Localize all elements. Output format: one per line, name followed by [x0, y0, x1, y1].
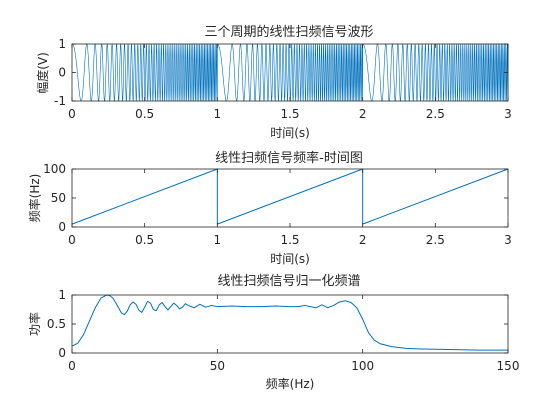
spectrum-x-tick-label: 100: [351, 359, 374, 373]
spectrum-y-tick-label: 1: [58, 288, 66, 302]
frequency-time-x-tick-label: 0.5: [135, 233, 154, 247]
frequency-time-axes-box: [71, 168, 509, 228]
spectrum-x-tick-label: 0: [68, 359, 76, 373]
spectrum-y-tick-label: 0: [58, 346, 66, 360]
waveform-y-ticks: -1 0 1: [54, 37, 508, 108]
waveform-x-tick-label: 0.5: [135, 107, 154, 121]
frequency-time-x-tick-label: 1.5: [280, 233, 299, 247]
frequency-time-x-tick-label: 1: [214, 233, 222, 247]
frequency-time-y-tick-label: 100: [43, 162, 66, 176]
frequency-time-series-line-0: [71, 168, 509, 225]
frequency-time-y-tick-label: 0: [58, 220, 66, 234]
spectrum-x-ticks: 0 50 100 150: [68, 295, 519, 373]
waveform-x-label: 时间(s): [270, 126, 310, 140]
spectrum-x-tick-label: 50: [210, 359, 225, 373]
spectrum-axes-box: [71, 294, 509, 354]
waveform-x-tick-label: 3: [504, 107, 512, 121]
waveform-series: [71, 43, 509, 102]
frequency-time-y-ticks: 0 50 100: [43, 162, 508, 234]
spectrum-series-line-0: [71, 294, 508, 351]
frequency-time-title: 线性扫频信号频率-时间图: [215, 150, 363, 166]
waveform-y-label: 幅度(V): [35, 52, 50, 94]
frequency-time-x-tick-label: 0: [68, 233, 76, 247]
waveform-y-tick-label: 1: [58, 37, 66, 51]
waveform-panel: 三个周期的线性扫频信号波形 0 0.5 1 1.5 2 2.5 3 -101 时间(s) 幅…: [35, 24, 512, 140]
spectrum-x-label: 频率(Hz): [266, 376, 315, 391]
waveform-y-tick-label: 0: [58, 66, 66, 80]
waveform-x-tick-label: 2.5: [426, 107, 445, 121]
frequency-time-x-label: 时间(s): [270, 252, 310, 266]
spectrum-y-tick-label: 0.5: [47, 317, 66, 331]
frequency-time-x-tick-label: 3: [504, 233, 512, 247]
spectrum-x-tick-label: 150: [497, 359, 520, 373]
frequency-time-y-label: 频率(Hz): [27, 174, 42, 223]
spectrum-title: 线性扫频信号归一化频谱: [217, 274, 360, 289]
waveform-x-ticks: 0 0.5 1 1.5 2 2.5 3: [68, 44, 512, 121]
spectrum-y-label: 功率: [27, 312, 42, 336]
spectrum-panel: 线性扫频信号归一化频谱 0 50 100 150 00.51 频率(Hz) 功率: [27, 274, 519, 391]
waveform-y-tick-label: -1: [54, 94, 66, 108]
waveform-x-tick-label: 1.5: [280, 107, 299, 121]
waveform-series-line-0: [71, 43, 509, 102]
spectrum-y-ticks: 00.51: [47, 288, 508, 360]
frequency-time-x-tick-label: 2: [359, 233, 367, 247]
waveform-x-tick-label: 1: [214, 107, 222, 121]
frequency-time-series: [71, 168, 509, 225]
waveform-x-tick-label: 2: [359, 107, 367, 121]
waveform-x-tick-label: 0: [68, 107, 76, 121]
frequency-time-x-tick-label: 2.5: [426, 233, 445, 247]
spectrum-series: [71, 294, 508, 351]
frequency-time-x-ticks: 0 0.5 1 1.5 2 2.5 3: [68, 169, 512, 247]
waveform-title: 三个周期的线性扫频信号波形: [204, 24, 373, 40]
frequency-time-y-tick-label: 50: [51, 191, 66, 205]
